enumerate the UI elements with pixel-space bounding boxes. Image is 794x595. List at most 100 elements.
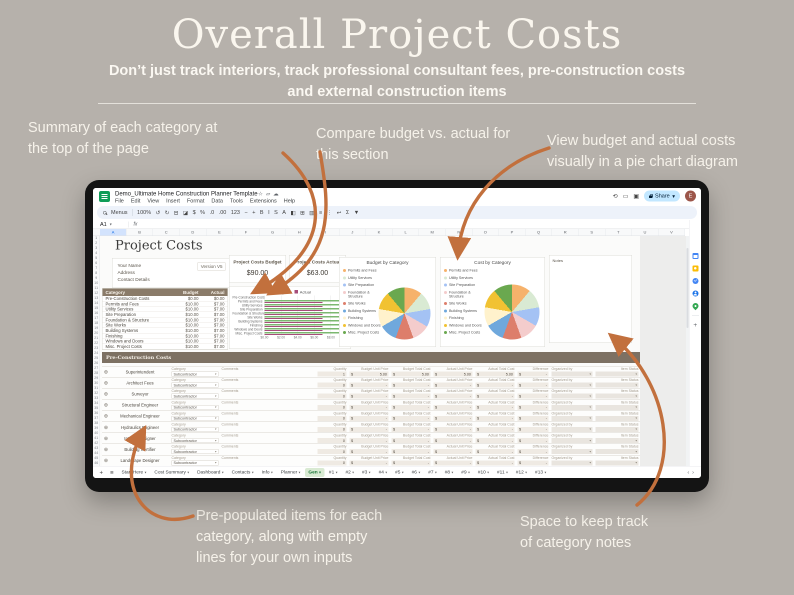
actual-unit-price-field[interactable]: $ -	[433, 426, 473, 432]
comments-field[interactable]	[222, 449, 315, 454]
category-dropdown[interactable]: Subcontractor ▾	[171, 438, 219, 444]
sheet-tab[interactable]: #1 ▾	[328, 469, 338, 476]
tab-caret-icon[interactable]: ▾	[487, 470, 490, 475]
column-header[interactable]: E	[206, 229, 233, 236]
tab-caret-icon[interactable]: ▾	[187, 470, 190, 475]
quantity-field[interactable]: 0	[317, 460, 347, 466]
summary-row[interactable]: Utility Services $10.00 $7.00	[102, 307, 228, 313]
tab-caret-icon[interactable]: ▾	[368, 470, 371, 475]
search-icon[interactable]	[103, 210, 107, 215]
category-dropdown[interactable]: Subcontractor ▾	[171, 382, 219, 388]
toolbar-icon[interactable]: −	[244, 209, 248, 216]
comments-field[interactable]	[222, 394, 315, 399]
organized-by-dropdown[interactable]: ▾	[551, 426, 593, 432]
sheet-tab[interactable]: #7 ▾	[428, 469, 437, 476]
tab-caret-icon[interactable]: ▾	[144, 470, 147, 475]
column-header[interactable]: M	[419, 229, 446, 236]
tasks-icon[interactable]	[692, 278, 699, 284]
notes-card[interactable]: Notes	[549, 255, 632, 343]
add-row-icon[interactable]: ⊕	[103, 402, 109, 409]
summary-row[interactable]: Pre-Construction Costs $0.00 $0.00	[102, 296, 228, 302]
budget-unit-price-field[interactable]: $5.00	[349, 371, 389, 377]
tab-caret-icon[interactable]: ▾	[271, 470, 273, 475]
quantity-field[interactable]: 0	[317, 382, 347, 388]
sheet-tab[interactable]: Contacts ▾	[231, 469, 254, 476]
actual-unit-price-field[interactable]: $ -	[433, 382, 473, 388]
toolbar-icon[interactable]: ↺	[155, 209, 161, 216]
item-status-dropdown[interactable]: ▾	[595, 460, 639, 466]
add-row-icon[interactable]: ⊕	[103, 391, 109, 397]
item-row[interactable]: ⊕ Superintendent Category Subcontractor ▾…	[102, 366, 640, 378]
tab-caret-icon[interactable]: ▾	[544, 470, 547, 475]
comments-field[interactable]	[222, 383, 315, 388]
quantity-field[interactable]: 0	[317, 426, 347, 432]
sheet-tab[interactable]: #10 ▾	[477, 469, 490, 476]
summary-row[interactable]: Permits and Fees $10.00 $7.00	[102, 301, 228, 307]
organized-by-dropdown[interactable]: ▾	[551, 460, 593, 466]
item-status-dropdown[interactable]: ▾	[595, 438, 639, 444]
add-row-icon[interactable]: ⊕	[103, 413, 109, 420]
item-status-dropdown[interactable]: ▾	[595, 382, 639, 388]
add-row-icon[interactable]: ⊕	[103, 446, 109, 453]
organized-by-dropdown[interactable]: ▾	[551, 449, 593, 455]
toolbar-icon[interactable]: +	[252, 209, 256, 216]
quantity-field[interactable]: 0	[317, 404, 347, 410]
actual-unit-price-field[interactable]: $ -	[433, 404, 473, 410]
tab-caret-icon[interactable]: ▾	[335, 470, 338, 475]
avatar[interactable]: E	[685, 190, 696, 202]
item-status-dropdown[interactable]: ▾	[595, 415, 639, 421]
summary-row[interactable]: Building Systems $10.00 $7.00	[102, 328, 228, 334]
budget-unit-price-field[interactable]: $ -	[349, 382, 389, 388]
toolbar-icon[interactable]: ↩	[336, 209, 342, 216]
toolbar-icon[interactable]: %	[200, 209, 206, 216]
tab-caret-icon[interactable]: ▾	[451, 470, 454, 475]
select-all-corner[interactable]	[93, 229, 100, 236]
summary-row[interactable]: Misc. Project Costs $10.00 $7.00	[102, 344, 228, 350]
quantity-field[interactable]: 0	[317, 415, 347, 421]
name-box-caret-icon[interactable]: ▾	[109, 222, 112, 227]
meet-icon[interactable]: ▣	[633, 192, 640, 200]
contacts-icon[interactable]	[692, 290, 699, 297]
item-status-dropdown[interactable]: ▾	[595, 449, 639, 455]
tab-caret-icon[interactable]: ▾	[385, 470, 388, 475]
sheet-tab[interactable]: Start Here ▾	[121, 469, 147, 476]
vertical-scrollbar[interactable]	[686, 236, 689, 466]
item-row[interactable]: ⊕ Mechanical Engineer Category Subcontra…	[102, 410, 640, 422]
column-header[interactable]: K	[366, 229, 393, 236]
category-dropdown[interactable]: Subcontractor ▾	[171, 426, 219, 432]
tab-caret-icon[interactable]: ▾	[468, 470, 470, 475]
item-row[interactable]: ⊕ Architect Fees Category Subcontractor ▾…	[102, 377, 640, 389]
organized-by-dropdown[interactable]: ▾	[551, 404, 593, 410]
category-dropdown[interactable]: Subcontractor ▾	[171, 404, 219, 410]
tab-caret-icon[interactable]: ▾	[525, 470, 528, 475]
column-header[interactable]: P	[499, 229, 526, 236]
comments-field[interactable]	[222, 372, 315, 377]
toolbar-icon[interactable]: .00	[218, 209, 227, 216]
comments-field[interactable]	[222, 460, 315, 465]
quantity-field[interactable]: 0	[317, 449, 347, 455]
sheet-tab[interactable]: #11 ▾	[497, 469, 508, 476]
toolbar-icon[interactable]: S	[274, 209, 278, 216]
item-row[interactable]: ⊕ Surveyor Category Subcontractor ▾ Comme…	[102, 388, 640, 400]
tab-caret-icon[interactable]: ▾	[434, 470, 437, 475]
budget-unit-price-field[interactable]: $ -	[349, 449, 389, 455]
share-caret-icon[interactable]: ▾	[672, 193, 675, 200]
menu-item[interactable]: File	[115, 198, 124, 204]
tab-caret-icon[interactable]: ▾	[352, 470, 355, 475]
toolbar-icon[interactable]: 123	[230, 209, 240, 216]
quantity-field[interactable]: 1	[317, 371, 347, 377]
budget-unit-price-field[interactable]: $ -	[349, 415, 389, 421]
budget-unit-price-field[interactable]: $ -	[349, 438, 389, 444]
menus-label[interactable]: Menus	[111, 209, 128, 216]
tab-caret-icon[interactable]: ▾	[401, 470, 404, 475]
category-dropdown[interactable]: Subcontractor ▾	[171, 393, 219, 399]
tab-caret-icon[interactable]: ▾	[221, 470, 224, 475]
maps-icon[interactable]	[691, 301, 700, 311]
budget-actual-bar-chart[interactable]: Budget Actual Pre-Construction Costs Permi…	[229, 286, 351, 349]
category-dropdown[interactable]: Subcontractor ▾	[171, 415, 219, 421]
category-dropdown[interactable]: Subcontractor ▾	[171, 449, 219, 455]
menu-item[interactable]: Data	[211, 198, 223, 204]
summary-row[interactable]: Site Works $10.00 $7.00	[102, 323, 228, 329]
summary-row[interactable]: Foundation & Structure $10.00 $7.00	[102, 317, 228, 323]
budget-unit-price-field[interactable]: $ -	[349, 460, 389, 466]
